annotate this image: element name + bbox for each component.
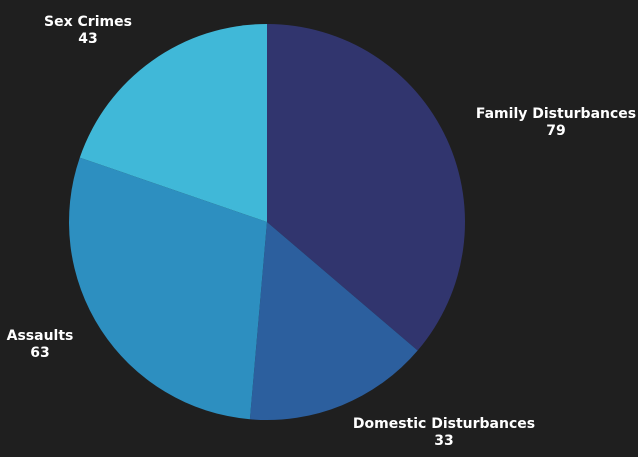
slice-value: 63 bbox=[30, 345, 50, 361]
slice-label-sex-crimes: Sex Crimes 43 bbox=[44, 14, 132, 48]
slice-value: 33 bbox=[434, 433, 454, 449]
slice-label-assaults: Assaults 63 bbox=[7, 328, 74, 362]
slice-name: Family Disturbances bbox=[475, 106, 637, 122]
pie-slice-domestic-disturbances bbox=[249, 222, 418, 420]
slice-value: 43 bbox=[78, 31, 98, 47]
pie-slice-family-disturbances bbox=[267, 24, 465, 351]
slice-value: 79 bbox=[546, 123, 566, 139]
slice-label-domestic-disturbances: Domestic Disturbances 33 bbox=[353, 416, 535, 450]
pie-slice-assaults bbox=[69, 157, 268, 420]
slice-name: Domestic Disturbances bbox=[352, 416, 536, 432]
slice-label-family-disturbances: Family Disturbances 79 bbox=[476, 106, 636, 140]
slice-name: Sex Crimes bbox=[44, 14, 132, 30]
pie-slice-sex-crimes bbox=[79, 24, 267, 222]
slice-name: Assaults bbox=[6, 328, 74, 344]
